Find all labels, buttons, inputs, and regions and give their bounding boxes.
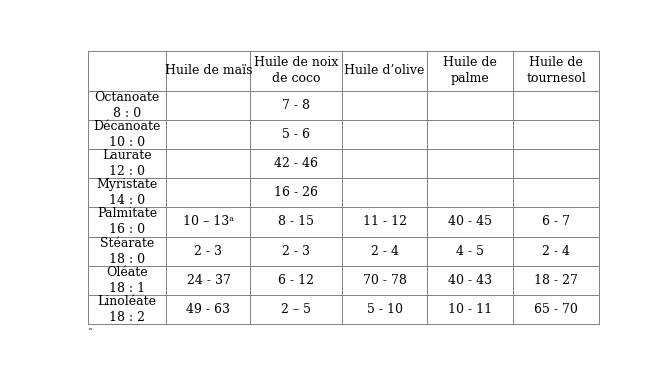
Text: Octanoate
8 : 0: Octanoate 8 : 0 [94, 91, 159, 120]
Bar [427, 207, 513, 237]
Bar [251, 51, 342, 91]
Bar [427, 295, 513, 324]
Bar [88, 207, 166, 237]
Bar [342, 91, 427, 120]
Bar [88, 295, 166, 324]
Bar [88, 120, 166, 149]
Bar [251, 178, 342, 207]
Bar [166, 295, 251, 324]
Text: Huile de noix
de coco: Huile de noix de coco [254, 56, 338, 85]
Bar [166, 178, 251, 207]
Bar [513, 120, 599, 149]
Text: 49 - 63: 49 - 63 [186, 303, 230, 316]
Text: 16 - 26: 16 - 26 [274, 186, 318, 199]
Text: Linoléate
18 : 2: Linoléate 18 : 2 [98, 295, 157, 324]
Text: Oléate
18 : 1: Oléate 18 : 1 [107, 266, 148, 295]
Bar [513, 51, 599, 91]
Bar [427, 120, 513, 149]
Bar [513, 266, 599, 295]
Bar [342, 149, 427, 178]
Text: Huile de maïs: Huile de maïs [165, 64, 252, 77]
Text: 40 - 43: 40 - 43 [448, 274, 492, 287]
Bar [427, 51, 513, 91]
Text: 2 - 3: 2 - 3 [282, 245, 310, 257]
Text: ᵃ: ᵃ [89, 327, 92, 335]
Text: Huile d’olive: Huile d’olive [344, 64, 425, 77]
Bar [166, 91, 251, 120]
Bar [88, 178, 166, 207]
Text: 70 - 78: 70 - 78 [362, 274, 407, 287]
Bar [513, 178, 599, 207]
Text: 5 - 10: 5 - 10 [366, 303, 403, 316]
Text: 4 - 5: 4 - 5 [456, 245, 484, 257]
Bar [251, 237, 342, 266]
Text: Palmitate
16 : 0: Palmitate 16 : 0 [97, 208, 157, 237]
Bar [251, 266, 342, 295]
Text: Décanoate
10 : 0: Décanoate 10 : 0 [94, 120, 161, 149]
Bar [513, 91, 599, 120]
Bar [342, 266, 427, 295]
Bar [166, 207, 251, 237]
Text: 2 - 4: 2 - 4 [542, 245, 570, 257]
Text: Myristate
14 : 0: Myristate 14 : 0 [96, 178, 158, 207]
Bar [251, 149, 342, 178]
Bar [513, 237, 599, 266]
Text: 2 – 5: 2 – 5 [281, 303, 311, 316]
Text: 7 - 8: 7 - 8 [282, 99, 310, 112]
Bar [88, 237, 166, 266]
Bar [513, 149, 599, 178]
Text: 24 - 37: 24 - 37 [186, 274, 230, 287]
Bar [427, 266, 513, 295]
Text: 18 - 27: 18 - 27 [534, 274, 578, 287]
Bar [342, 207, 427, 237]
Bar [342, 178, 427, 207]
Text: 10 – 13ᵃ: 10 – 13ᵃ [183, 215, 234, 229]
Bar [88, 149, 166, 178]
Text: 65 - 70: 65 - 70 [534, 303, 578, 316]
Bar [251, 207, 342, 237]
Text: 10 - 11: 10 - 11 [448, 303, 492, 316]
Bar [88, 51, 166, 91]
Text: 11 - 12: 11 - 12 [362, 215, 407, 229]
Text: Stéarate
18 : 0: Stéarate 18 : 0 [100, 237, 154, 266]
Bar [342, 120, 427, 149]
Bar [166, 237, 251, 266]
Text: 40 - 45: 40 - 45 [448, 215, 492, 229]
Text: 5 - 6: 5 - 6 [282, 128, 310, 141]
Bar [166, 266, 251, 295]
Bar [427, 91, 513, 120]
Bar [251, 91, 342, 120]
Text: 2 - 3: 2 - 3 [194, 245, 222, 257]
Bar [342, 295, 427, 324]
Text: Huile de
tournesol: Huile de tournesol [526, 56, 586, 85]
Text: 2 - 4: 2 - 4 [371, 245, 399, 257]
Text: 6 - 12: 6 - 12 [278, 274, 314, 287]
Bar [166, 120, 251, 149]
Bar [88, 266, 166, 295]
Bar [166, 51, 251, 91]
Bar [166, 149, 251, 178]
Bar [513, 295, 599, 324]
Bar [251, 120, 342, 149]
Bar [251, 295, 342, 324]
Text: Huile de
palme: Huile de palme [444, 56, 497, 85]
Text: Laurate
12 : 0: Laurate 12 : 0 [103, 149, 152, 178]
Bar [342, 51, 427, 91]
Bar [427, 178, 513, 207]
Text: 6 - 7: 6 - 7 [542, 215, 570, 229]
Bar [513, 207, 599, 237]
Text: 42 - 46: 42 - 46 [274, 157, 318, 170]
Bar [427, 237, 513, 266]
Bar [427, 149, 513, 178]
Bar [342, 237, 427, 266]
Bar [88, 91, 166, 120]
Text: 8 - 15: 8 - 15 [278, 215, 314, 229]
